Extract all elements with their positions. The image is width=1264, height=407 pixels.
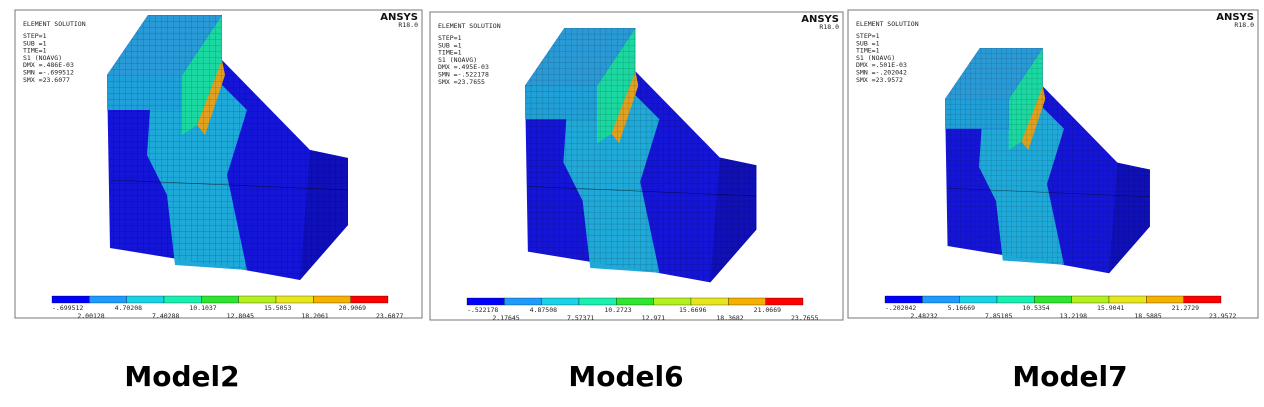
legend-label: 12.971	[642, 314, 666, 322]
info-line: TIME=1	[438, 49, 462, 57]
legend-label: 15.6696	[679, 306, 706, 314]
legend-label: 21.2729	[1172, 304, 1199, 312]
legend-swatch	[922, 295, 960, 304]
legend-label: 18.3682	[716, 314, 743, 322]
info-line: SMX =23.7655	[438, 78, 485, 86]
legend-label: 4.70208	[115, 304, 142, 312]
legend-swatch	[201, 295, 239, 304]
legend-label: -.202042	[885, 304, 916, 312]
info-line: SMN =-.699512	[23, 69, 74, 77]
legend-swatch	[1183, 295, 1222, 304]
legend-swatch	[275, 295, 314, 304]
legend-label: 2.00128	[77, 312, 104, 320]
legend-swatch	[690, 297, 729, 306]
legend-label: 13.2198	[1060, 312, 1087, 320]
panel-header: ELEMENT SOLUTION	[23, 20, 86, 28]
legend-label: 7.40288	[152, 312, 179, 320]
legend-swatch	[504, 297, 542, 306]
info-line: TIME=1	[856, 47, 880, 55]
legend-label: 18.2061	[301, 312, 328, 320]
legend-swatch	[51, 295, 90, 304]
info-line: TIME=1	[23, 47, 47, 55]
info-line: DMX =.486E-03	[23, 61, 74, 69]
legend-label: 10.2723	[604, 306, 631, 314]
legend-label: 12.8045	[227, 312, 254, 320]
panel-header: ELEMENT SOLUTION	[438, 22, 501, 30]
legend-swatch	[350, 295, 389, 304]
legend-swatch	[1034, 295, 1072, 304]
info-line: SUB =1	[438, 41, 462, 49]
version: R18.0	[1234, 21, 1254, 29]
legend-swatch	[163, 295, 202, 304]
legend-swatch	[996, 295, 1035, 304]
info-line: SUB =1	[23, 39, 47, 47]
legend-swatch	[728, 297, 766, 306]
legend-label: 23.6077	[376, 312, 403, 320]
info-line: SMX =23.6077	[23, 76, 70, 84]
info-line: SMN =-.202042	[856, 69, 907, 77]
legend-swatch	[1108, 295, 1147, 304]
legend-swatch	[1071, 295, 1110, 304]
legend-swatch	[541, 297, 580, 306]
info-line: S1 (NOAVG)	[23, 54, 62, 62]
brand: ANSYS	[801, 14, 839, 25]
model-caption: Model6	[568, 360, 683, 393]
legend-label: 15.5053	[264, 304, 291, 312]
legend-label: 21.0669	[754, 306, 781, 314]
version: R18.0	[819, 23, 839, 31]
legend-label: 4.87508	[530, 306, 557, 314]
legend-swatch	[578, 297, 617, 306]
legend-label: 7.85105	[985, 312, 1012, 320]
legend-swatch	[238, 295, 277, 304]
legend-label: 5.16669	[948, 304, 975, 312]
legend-label: 10.1037	[189, 304, 216, 312]
info-line: SMX =23.9572	[856, 76, 903, 84]
legend-swatch	[884, 295, 923, 304]
brand: ANSYS	[1216, 12, 1254, 23]
legend-label: -.699512	[52, 304, 83, 312]
info-line: S1 (NOAVG)	[438, 56, 477, 64]
legend-label: 7.57371	[567, 314, 594, 322]
legend-swatch	[89, 295, 127, 304]
legend-label: 23.9572	[1209, 312, 1236, 320]
model-caption: Model2	[124, 360, 239, 393]
info-line: SMN =-.522178	[438, 71, 489, 79]
legend-swatch	[313, 295, 351, 304]
legend-swatch	[1146, 295, 1184, 304]
legend-label: -.522178	[467, 306, 498, 314]
version: R18.0	[398, 21, 418, 29]
legend-label: 23.7655	[791, 314, 818, 322]
legend-label: 15.9041	[1097, 304, 1124, 312]
legend-swatch	[959, 295, 998, 304]
info-line: STEP=1	[856, 32, 880, 40]
info-line: STEP=1	[23, 32, 47, 40]
info-line: DMX =.495E-03	[438, 63, 489, 71]
legend-label: 2.17645	[492, 314, 519, 322]
legend-swatch	[126, 295, 165, 304]
legend-swatch	[466, 297, 505, 306]
info-line: SUB =1	[856, 39, 880, 47]
panel-header: ELEMENT SOLUTION	[856, 20, 919, 28]
legend-label: 2.48232	[910, 312, 937, 320]
info-line: STEP=1	[438, 34, 462, 42]
model-caption: Model7	[1012, 360, 1127, 393]
legend-swatch	[765, 297, 804, 306]
legend-swatch	[616, 297, 654, 306]
legend-label: 18.5885	[1134, 312, 1161, 320]
info-line: DMX =.501E-03	[856, 61, 907, 69]
brand: ANSYS	[380, 12, 418, 23]
legend-label: 10.5354	[1022, 304, 1049, 312]
legend-label: 20.9069	[339, 304, 366, 312]
info-line: S1 (NOAVG)	[856, 54, 895, 62]
legend-swatch	[653, 297, 692, 306]
